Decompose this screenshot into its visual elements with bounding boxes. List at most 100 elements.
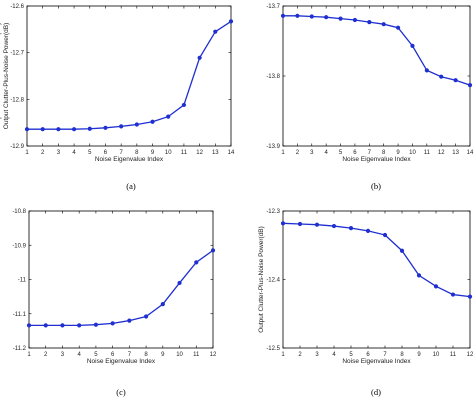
x-tick-label: 12 [210, 352, 217, 358]
panel-label: (d) [371, 387, 381, 397]
x-tick-label: 2 [296, 150, 300, 156]
y-tick-label: -13.9 [266, 144, 280, 150]
y-tick-label: -10.8 [12, 209, 26, 215]
data-point [453, 78, 458, 83]
x-axis-label: Noise Eigenvalue Index [87, 358, 156, 365]
data-point [467, 83, 473, 88]
x-tick-label: 3 [315, 352, 319, 358]
x-tick-label: 12 [196, 150, 203, 156]
x-tick-label: 5 [349, 352, 353, 358]
x-tick-label: 4 [78, 352, 82, 358]
y-tick-label: -13.7 [266, 4, 280, 10]
x-tick-label: 2 [44, 352, 48, 358]
y-tick-label: -12.4 [266, 278, 280, 284]
data-point [56, 127, 61, 132]
x-tick-label: 3 [310, 150, 314, 156]
x-tick-label: 5 [94, 352, 98, 358]
data-point [134, 122, 139, 127]
x-tick-label: 9 [151, 150, 155, 156]
x-tick-label: 4 [72, 150, 76, 156]
data-point [295, 13, 300, 18]
data-point [324, 15, 329, 20]
chart-panel-b: 1 2 3 4 5 6 7 8 9 10 11 12 13 14-13.7-13.8-13.9Noise … [0, 4, 474, 191]
data-point [77, 323, 82, 328]
x-tick-label: 8 [144, 352, 148, 358]
x-tick-label: 8 [400, 352, 404, 358]
x-tick-label: 10 [433, 352, 440, 358]
panel-label: (b) [371, 181, 381, 191]
x-tick-label: 9 [417, 352, 421, 358]
plot-frame-c [28, 210, 214, 349]
x-tick-label: 3 [57, 150, 61, 156]
x-tick-label: 11 [450, 352, 457, 358]
x-tick-label: 12 [467, 352, 474, 358]
data-point [395, 25, 401, 30]
x-tick-label: 7 [119, 150, 123, 156]
data-point [197, 55, 202, 60]
y-axis-label: Output Clutter-Plus-Noise Power(dB) [3, 23, 10, 130]
x-tick-label: 13 [212, 150, 219, 156]
data-point [228, 19, 234, 24]
data-point [43, 323, 48, 328]
data-point [439, 74, 444, 79]
y-tick-label: -12.6 [10, 4, 24, 10]
x-tick-label: 5 [339, 150, 343, 156]
y-tick-label: -12.8 [10, 97, 24, 103]
data-point [410, 43, 415, 49]
data-point [87, 126, 92, 131]
x-tick-label: 11 [193, 352, 200, 358]
data-point [40, 127, 45, 132]
y-axis-label: Output Clutter-Plus-Noise Power(dB) [0, 23, 2, 130]
data-point [280, 13, 286, 18]
x-tick-label: 6 [111, 352, 115, 358]
x-tick-label: 10 [409, 150, 416, 156]
x-tick-label: 14 [467, 150, 474, 156]
x-tick-label: 10 [165, 150, 172, 156]
x-tick-label: 13 [452, 150, 459, 156]
x-tick-label: 11 [181, 150, 188, 156]
data-point [424, 68, 429, 73]
x-tick-label: 14 [228, 150, 235, 156]
data-point [309, 14, 314, 19]
x-axis-label: Noise Eigenvalue Index [95, 156, 164, 163]
data-point [331, 223, 337, 229]
x-tick-label: 11 [424, 150, 431, 156]
data-point [367, 20, 372, 25]
data-point [26, 323, 32, 328]
y-tick-label: -10.9 [12, 243, 26, 249]
x-tick-label: 2 [41, 150, 45, 156]
data-point [381, 22, 386, 27]
data-point [467, 294, 473, 299]
data-point [71, 127, 77, 132]
y-tick-label: -12.3 [266, 209, 280, 215]
x-tick-label: 8 [135, 150, 139, 156]
x-tick-label: 4 [332, 352, 336, 358]
x-tick-label: 1 [27, 352, 31, 358]
data-point [399, 248, 405, 253]
y-tick-label: -11.2 [13, 346, 27, 352]
x-tick-label: 2 [298, 352, 302, 358]
data-point [314, 222, 320, 227]
x-tick-label: 3 [61, 352, 65, 358]
x-tick-label: 5 [88, 150, 92, 156]
series-line-c [29, 249, 214, 327]
data-point [450, 292, 456, 297]
data-point [60, 323, 65, 328]
data-point [213, 29, 218, 34]
x-tick-label: 6 [353, 150, 357, 156]
data-point [280, 221, 286, 226]
x-axis-label: Noise Eigenvalue Index [342, 358, 411, 365]
series-line-d [282, 222, 471, 298]
y-tick-label: -12.9 [10, 144, 24, 150]
data-point [110, 321, 115, 326]
data-point [297, 221, 303, 227]
data-point [166, 114, 171, 119]
data-point [382, 232, 388, 238]
data-point [416, 273, 422, 278]
series-line-a [27, 20, 232, 130]
x-tick-label: 1 [281, 352, 285, 358]
data-point [160, 302, 165, 307]
x-tick-label: 7 [383, 352, 387, 358]
